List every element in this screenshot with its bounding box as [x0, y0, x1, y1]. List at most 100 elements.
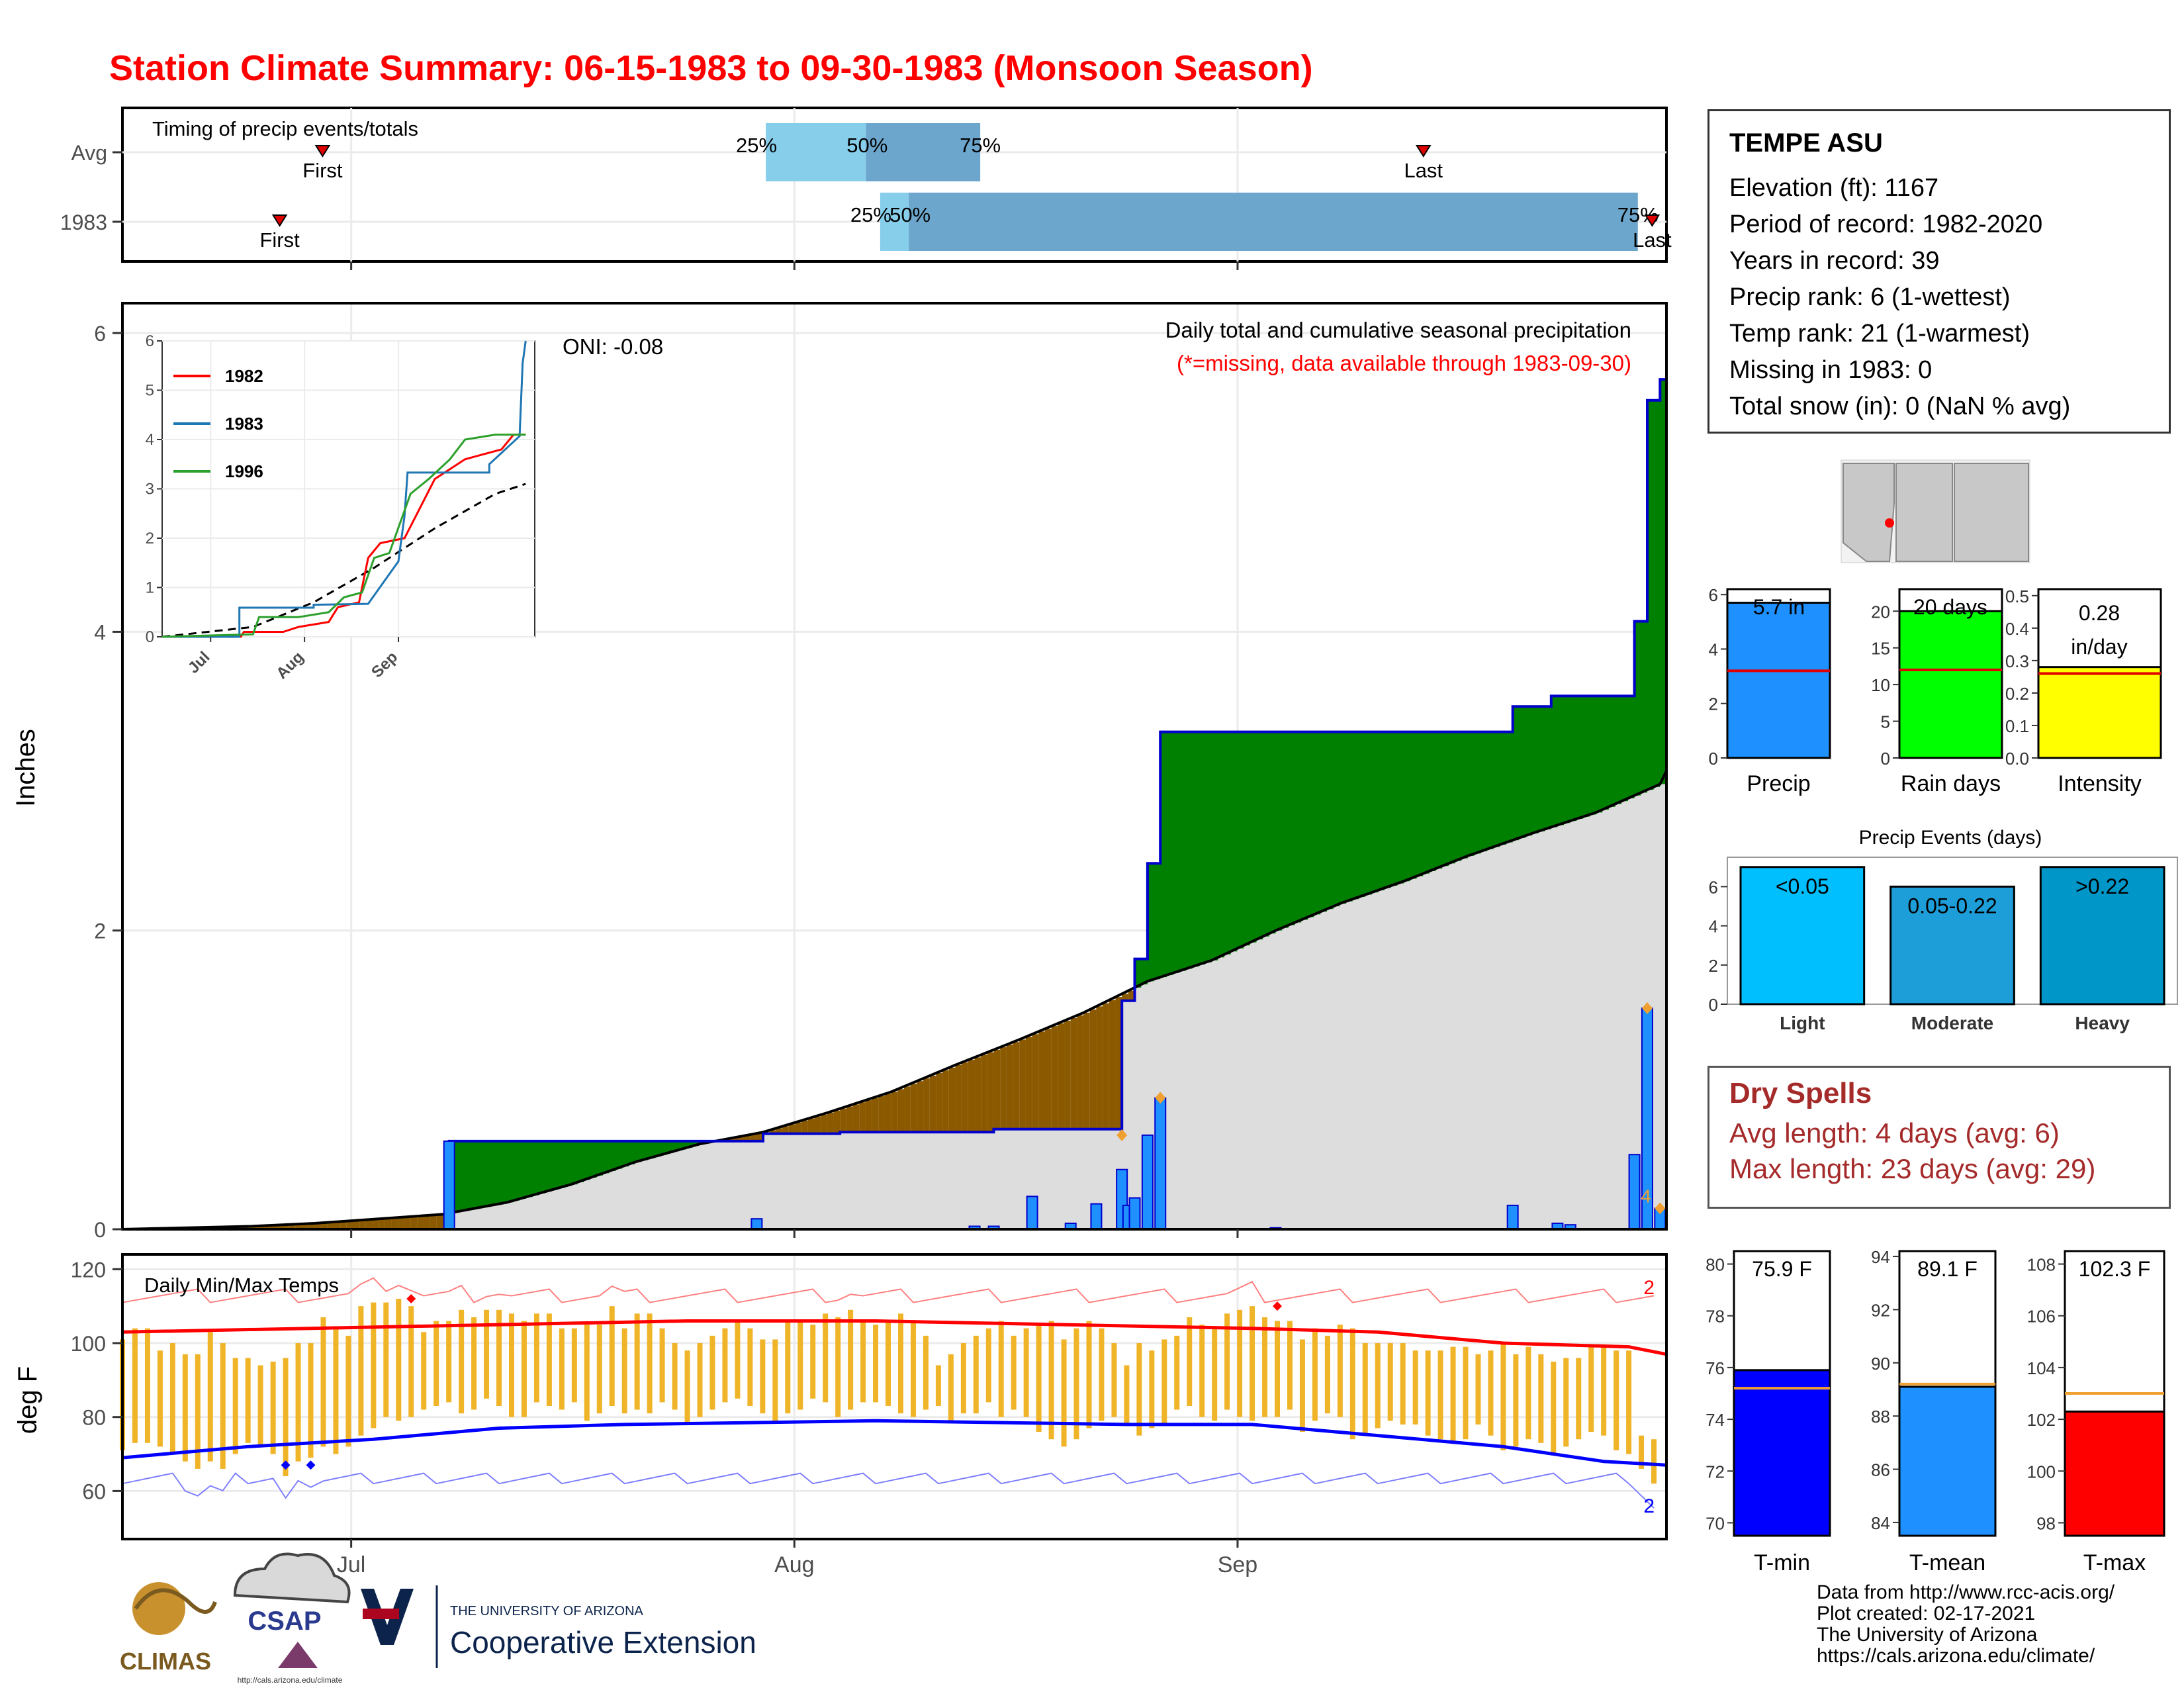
avg-cumulative-fill: [1545, 829, 1552, 1229]
climas-logo-swoosh: [134, 1588, 217, 1614]
avg-cumulative-fill: [1025, 1037, 1033, 1229]
above-avg-fill: [641, 1141, 649, 1160]
below-avg-fill: [981, 1055, 988, 1133]
above-avg-fill: [1576, 696, 1584, 819]
avg-cumulative-fill: [1455, 861, 1462, 1229]
daily-extreme-marker: [1116, 1129, 1128, 1141]
daily-temp-range-bar: [1099, 1328, 1105, 1421]
avg-cumulative-fill: [718, 1140, 725, 1229]
daily-temp-range-bar: [973, 1335, 979, 1414]
events-category-label: Light: [1780, 1013, 1825, 1033]
timing-bar-50-75: [866, 123, 981, 181]
station-info-box: TEMPE ASU Elevation (ft): 1167 Period of…: [1707, 109, 2171, 434]
avg-cumulative-fill: [1288, 925, 1296, 1229]
footer-credits: Data from http://www.rcc-acis.org/ Plot …: [1817, 1582, 2115, 1667]
timing-bar-50-75: [909, 193, 1638, 251]
daily-temp-range-bar: [860, 1321, 866, 1403]
inset-ytick-label: 0: [146, 628, 154, 646]
avg-cumulative-fill: [513, 1200, 520, 1229]
above-avg-fill: [1570, 696, 1577, 821]
daily-temp-range-bar: [421, 1332, 427, 1410]
tmeans-ytick-label: 78: [1706, 1307, 1725, 1327]
below-avg-fill: [948, 1067, 956, 1133]
avg-cumulative-fill: [686, 1147, 694, 1229]
events-ytick-label: 4: [1709, 917, 1718, 937]
tmeans-T-min-label: T-min: [1754, 1550, 1810, 1575]
daily-temp-range-bar: [1212, 1328, 1218, 1421]
above-avg-fill: [1416, 731, 1424, 876]
avg-cumulative-fill: [744, 1135, 751, 1229]
timing-pct-25: 25%: [850, 203, 891, 226]
above-avg-fill: [609, 1141, 616, 1171]
station-temp-rank: Temp rank: 21 (1-warmest): [1729, 320, 2030, 348]
station-period: Period of record: 1982-2020: [1729, 211, 2043, 238]
avg-cumulative-fill: [1410, 878, 1417, 1229]
below-avg-fill: [878, 1096, 886, 1133]
above-avg-fill: [1307, 731, 1315, 917]
above-avg-fill: [1538, 706, 1545, 831]
below-avg-fill: [737, 1137, 745, 1141]
tmeans-T-mean-label: T-mean: [1909, 1550, 1985, 1575]
above-avg-fill: [692, 1141, 700, 1147]
avg-cumulative-fill: [564, 1186, 572, 1229]
temp-title: Daily Min/Max Temps: [144, 1274, 339, 1297]
below-avg-fill: [1115, 997, 1122, 1129]
above-avg-fill: [654, 1141, 661, 1157]
below-avg-fill: [942, 1070, 950, 1133]
below-avg-fill: [884, 1094, 892, 1133]
daily-temp-range-bar: [1324, 1335, 1330, 1414]
above-avg-fill: [1211, 731, 1218, 961]
above-avg-fill: [615, 1141, 623, 1169]
daily-temp-range-bar: [935, 1365, 941, 1406]
below-avg-fill: [821, 1114, 828, 1134]
avg-cumulative-fill: [1128, 990, 1136, 1229]
above-avg-fill: [1512, 706, 1520, 841]
above-avg-fill: [1583, 696, 1590, 817]
below-avg-fill: [1044, 1029, 1052, 1129]
avg-cumulative-fill: [1442, 866, 1449, 1229]
avg-cumulative-fill: [1205, 962, 1212, 1229]
below-avg-fill: [334, 1221, 341, 1229]
tmeans-ytick-label: 86: [1871, 1460, 1890, 1480]
daily-temp-range-bar: [320, 1317, 326, 1447]
above-avg-fill: [1263, 731, 1270, 937]
above-avg-fill: [647, 1141, 655, 1159]
avg-cumulative-fill: [711, 1141, 719, 1229]
daily-temp-range-bar: [1437, 1350, 1443, 1440]
daily-precip-bar: [1628, 1154, 1641, 1230]
station-snow: Total snow (in): 0 (NaN % avg): [1729, 393, 2071, 420]
above-avg-fill: [1480, 731, 1488, 852]
below-avg-fill: [391, 1217, 398, 1229]
avg-cumulative-fill: [1141, 984, 1148, 1229]
last-event-label: Last: [1633, 228, 1672, 252]
totals-ytick-label: 15: [1871, 639, 1890, 659]
totals-intensity-value: 0.28: [2079, 601, 2120, 625]
totals-ytick-label: 0.3: [2005, 651, 2029, 671]
dry-spells-box: Dry Spells Avg length: 4 days (avg: 6) M…: [1707, 1066, 2171, 1209]
below-avg-fill: [968, 1060, 976, 1133]
avg-cumulative-fill: [1275, 930, 1283, 1229]
daily-temp-range-bar: [220, 1343, 226, 1469]
first-event-label: First: [259, 228, 300, 252]
avg-cumulative-fill: [1660, 784, 1667, 1229]
avg-cumulative-fill: [525, 1197, 533, 1229]
tmeans-ytick-label: 80: [1706, 1255, 1725, 1275]
above-avg-fill: [1166, 731, 1174, 975]
above-avg-fill: [1301, 731, 1308, 920]
daily-temp-range-bar: [132, 1328, 138, 1443]
below-avg-fill: [257, 1226, 264, 1229]
daily-temp-range-bar: [1387, 1343, 1393, 1421]
totals-Rain days-bar: [1898, 610, 2003, 759]
above-avg-fill: [1385, 731, 1392, 888]
totals-ytick-label: 0.0: [2005, 749, 2029, 769]
record-min-marker: [281, 1460, 291, 1470]
daily-temp-range-bar: [1601, 1346, 1607, 1436]
above-avg-fill: [468, 1141, 475, 1210]
avg-cumulative-fill: [1564, 823, 1571, 1229]
timing-row-label-1983: 1983: [60, 211, 107, 234]
daily-temp-range-bar: [709, 1335, 715, 1410]
avg-cumulative-fill: [1461, 858, 1469, 1229]
above-avg-fill: [475, 1141, 482, 1209]
avg-cumulative-fill: [769, 1130, 776, 1229]
above-avg-fill: [590, 1141, 597, 1178]
